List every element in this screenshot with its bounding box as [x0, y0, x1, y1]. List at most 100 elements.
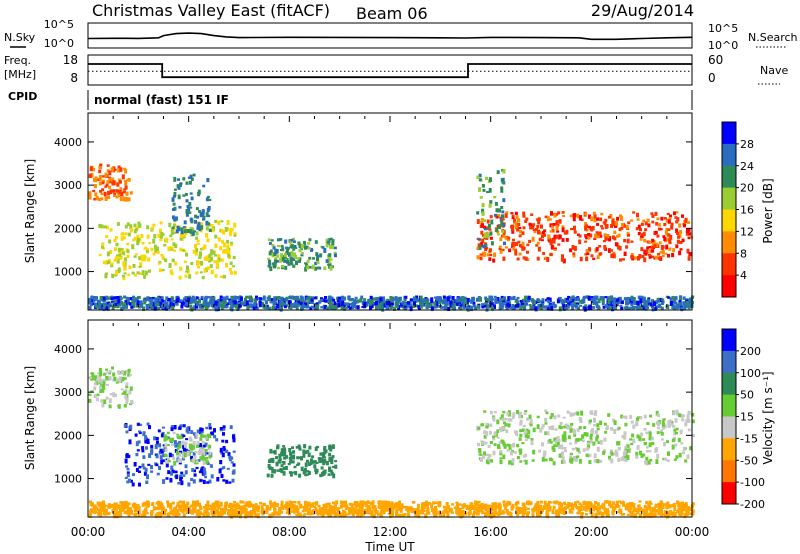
- scatter-cell: [159, 221, 163, 225]
- scatter-cell: [178, 500, 182, 503]
- scatter-cell: [322, 463, 326, 466]
- scatter-cell: [331, 465, 335, 469]
- scatter-cell: [593, 417, 596, 423]
- scatter-cell: [132, 295, 135, 299]
- scatter-cell: [331, 245, 335, 250]
- scatter-cell: [594, 233, 597, 239]
- scatter-cell: [539, 428, 543, 433]
- scatter-cell: [475, 297, 479, 302]
- scatter-cell: [144, 440, 148, 444]
- scatter-cell: [553, 444, 557, 447]
- scatter-cell: [137, 440, 141, 444]
- scatter-cell: [98, 223, 102, 229]
- scatter-cell: [611, 235, 615, 240]
- scatter-cell: [672, 211, 676, 216]
- scatter-cell: [269, 249, 273, 253]
- scatter-cell: [496, 419, 500, 425]
- scatter-cell: [105, 383, 109, 386]
- scatter-cell: [537, 299, 541, 303]
- scatter-cell: [217, 504, 221, 510]
- scatter-cell: [568, 509, 572, 514]
- scatter-cell: [233, 232, 237, 237]
- scatter-cell: [369, 501, 373, 506]
- scatter-cell: [173, 425, 177, 430]
- scatter-cell: [308, 266, 312, 269]
- scatter-cell: [158, 511, 162, 515]
- scatter-cell: [225, 449, 229, 454]
- scatter-cell: [282, 460, 286, 465]
- scatter-cell: [543, 229, 547, 233]
- scatter-cell: [681, 418, 685, 422]
- scatter-cell: [219, 507, 223, 511]
- scatter-cell: [632, 438, 636, 444]
- scatter-cell: [541, 424, 545, 428]
- scatter-cell: [91, 298, 95, 303]
- scatter-cell: [476, 304, 480, 309]
- scatter-cell: [266, 306, 270, 310]
- scatter-cell: [586, 295, 590, 299]
- scatter-cell: [321, 473, 325, 476]
- scatter-cell: [269, 513, 273, 518]
- scatter-cell: [311, 455, 315, 459]
- scatter-cell: [268, 306, 272, 311]
- scatter-cell: [594, 501, 598, 505]
- scatter-cell: [98, 176, 102, 182]
- scatter-cell: [329, 301, 333, 306]
- scatter-cell: [239, 500, 243, 504]
- scatter-cell: [620, 226, 624, 230]
- scatter-cell: [222, 425, 226, 429]
- scatter-cell: [135, 225, 139, 230]
- scatter-cell: [217, 303, 221, 306]
- scatter-cell: [117, 168, 121, 173]
- scatter-cell: [499, 237, 503, 242]
- scatter-cell: [182, 513, 186, 517]
- scatter-cell: [669, 298, 673, 304]
- scatter-cell: [100, 197, 104, 201]
- scatter-cell: [555, 500, 559, 503]
- scatter-cell: [638, 513, 642, 518]
- scatter-cell: [599, 296, 603, 301]
- scatter-cell: [558, 425, 562, 429]
- scatter-cell: [145, 248, 149, 252]
- scatter-cell: [395, 508, 399, 514]
- scatter-cell: [591, 427, 595, 431]
- scatter-cell: [481, 510, 485, 515]
- scatter-cell: [314, 240, 318, 244]
- scatter-cell: [667, 253, 670, 258]
- scatter-cell: [288, 254, 291, 257]
- scatter-cell: [146, 505, 150, 508]
- scatter-cell: [500, 206, 504, 210]
- scatter-cell: [556, 230, 560, 233]
- scatter-cell: [516, 257, 520, 261]
- scatter-cell: [105, 272, 109, 275]
- scatter-cell: [636, 306, 640, 310]
- scatter-cell: [615, 500, 619, 504]
- scatter-cell: [637, 295, 641, 300]
- scatter-cell: [141, 242, 145, 245]
- scatter-cell: [374, 512, 378, 515]
- scatter-cell: [136, 503, 140, 507]
- scatter-cell: [113, 239, 117, 243]
- scatter-cell: [208, 259, 211, 263]
- scatter-cell: [181, 452, 185, 458]
- colorbar-swatch: [722, 209, 736, 232]
- scatter-cell: [207, 508, 211, 511]
- scatter-cell: [589, 233, 593, 238]
- scatter-cell: [176, 297, 180, 303]
- scatter-cell: [195, 466, 199, 470]
- scatter-cell: [185, 438, 189, 441]
- scatter-cell: [648, 450, 652, 453]
- scatter-cell: [570, 228, 573, 231]
- scatter-cell: [131, 271, 135, 275]
- scatter-cell: [487, 444, 491, 448]
- scatter-cell: [372, 297, 376, 301]
- ytick-label: 1000: [54, 266, 82, 279]
- scatter-cell: [198, 256, 202, 259]
- scatter-cell: [673, 297, 676, 302]
- scatter-cell: [205, 512, 209, 517]
- scatter-cell: [676, 231, 679, 235]
- scatter-cell: [637, 256, 640, 261]
- scatter-cell: [486, 191, 490, 194]
- scatter-cell: [189, 217, 193, 222]
- scatter-cell: [255, 306, 259, 310]
